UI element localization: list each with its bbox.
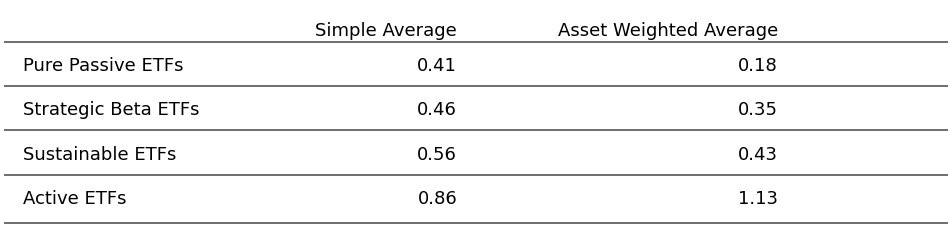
Text: 0.35: 0.35 [738,102,778,119]
Text: 1.13: 1.13 [738,190,778,208]
Text: 0.18: 0.18 [738,57,778,75]
Text: Asset Weighted Average: Asset Weighted Average [558,22,778,40]
Text: 0.86: 0.86 [417,190,457,208]
Text: Active ETFs: Active ETFs [23,190,127,208]
Text: Pure Passive ETFs: Pure Passive ETFs [23,57,184,75]
Text: Simple Average: Simple Average [315,22,457,40]
Text: 0.43: 0.43 [738,146,778,164]
Text: Strategic Beta ETFs: Strategic Beta ETFs [23,102,200,119]
Text: 0.56: 0.56 [417,146,457,164]
Text: 0.46: 0.46 [417,102,457,119]
Text: Sustainable ETFs: Sustainable ETFs [23,146,176,164]
Text: 0.41: 0.41 [417,57,457,75]
